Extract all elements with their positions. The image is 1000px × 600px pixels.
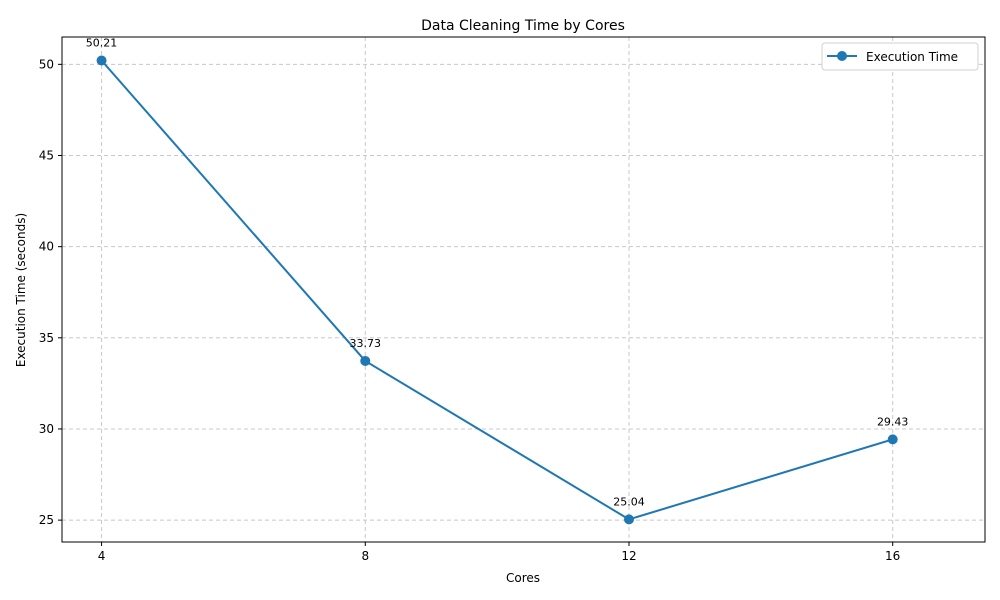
series-layer: 50.21 33.73 25.04 29.43 bbox=[86, 37, 909, 525]
axes-ticks: 4 8 12 16 25 30 35 40 45 50 bbox=[39, 57, 901, 563]
data-label: 25.04 bbox=[613, 495, 645, 508]
data-point bbox=[96, 55, 107, 66]
y-tick-label: 30 bbox=[39, 422, 54, 436]
y-tick-label: 35 bbox=[39, 331, 54, 345]
data-point bbox=[887, 434, 898, 445]
y-axis-label: Execution Time (seconds) bbox=[14, 213, 28, 367]
data-point bbox=[623, 514, 634, 525]
plot-frame bbox=[61, 36, 986, 543]
chart-title: Data Cleaning Time by Cores bbox=[421, 18, 625, 34]
y-tick-label: 45 bbox=[39, 149, 54, 163]
grid bbox=[62, 37, 985, 542]
x-tick-label: 8 bbox=[361, 549, 369, 563]
x-tick-label: 16 bbox=[885, 549, 900, 563]
x-tick-label: 4 bbox=[98, 549, 106, 563]
data-label: 29.43 bbox=[877, 415, 909, 428]
series-line bbox=[100, 59, 893, 521]
x-axis-label: Cores bbox=[506, 571, 540, 585]
data-label: 33.73 bbox=[350, 337, 382, 350]
data-label: 50.21 bbox=[86, 37, 118, 50]
y-tick-label: 25 bbox=[39, 513, 54, 527]
legend: Execution Time bbox=[821, 42, 979, 71]
legend-box bbox=[821, 42, 979, 71]
x-tick-label: 12 bbox=[621, 549, 636, 563]
y-tick-label: 40 bbox=[39, 240, 54, 254]
data-point bbox=[360, 355, 371, 366]
y-tick-label: 50 bbox=[39, 57, 54, 71]
legend-label: Execution Time bbox=[866, 50, 958, 64]
legend-marker bbox=[837, 51, 847, 61]
